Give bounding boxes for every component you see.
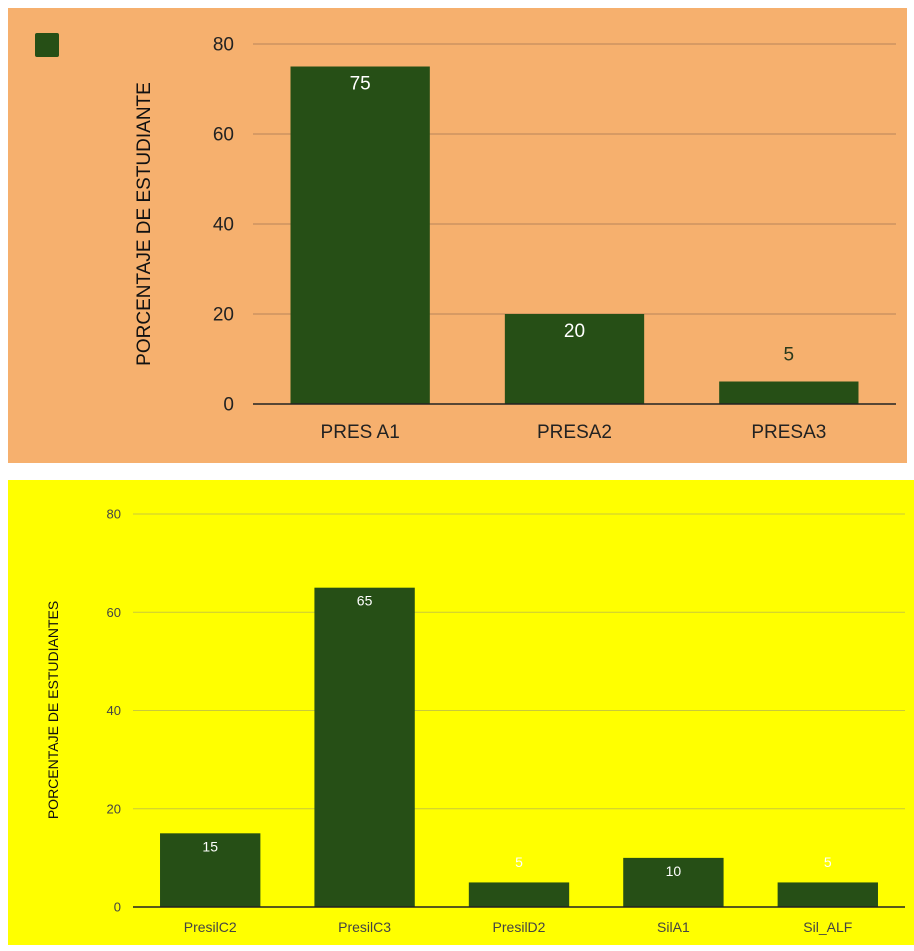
chart-1-svg: 0 20 40 60 80 75 PRES A1 20 PRESA2 5 PRESA3 PORCENT… [8, 8, 907, 463]
x-tick-label: PRESA3 [751, 422, 826, 443]
y-tick-label: 80 [107, 507, 121, 522]
x-tick-label: Sil_ALF [803, 919, 852, 935]
x-tick-label: PRES A1 [321, 422, 400, 443]
x-tick-label: SilA1 [657, 919, 690, 935]
bar [504, 314, 645, 404]
y-tick-label: 40 [213, 215, 234, 236]
data-label: 15 [202, 838, 218, 854]
data-label: 10 [666, 863, 682, 879]
bar [160, 833, 261, 907]
y-axis-title: PORCENTAJE DE ESTUDIANTES [45, 601, 61, 819]
data-label: 5 [824, 854, 832, 870]
bar [468, 882, 570, 907]
data-label: 75 [350, 74, 371, 95]
bar [777, 882, 878, 907]
data-label: 5 [784, 345, 795, 366]
data-label: 20 [564, 321, 585, 342]
chart-2-svg: 0 20 40 60 80 15 PresilC2 65 PresilC3 5 PresilD2 10… [8, 480, 914, 945]
y-tick-label: 40 [107, 703, 121, 718]
y-axis-title: PORCENTAJE DE ESTUDIANTE [134, 82, 155, 366]
x-tick-label: PresilC2 [184, 919, 237, 935]
y-tick-label: 20 [107, 801, 121, 816]
y-tick-label: 0 [114, 900, 121, 915]
y-tick-label: 0 [223, 395, 234, 416]
y-tick-label: 80 [213, 35, 234, 56]
chart-2: 0 20 40 60 80 15 PresilC2 65 PresilC3 5 PresilD2 10… [8, 480, 914, 945]
x-tick-label: PresilC3 [338, 919, 391, 935]
x-tick-label: PresilD2 [493, 919, 546, 935]
y-tick-label: 60 [213, 125, 234, 146]
bar [314, 587, 415, 907]
y-tick-label: 20 [213, 305, 234, 326]
chart-1: 0 20 40 60 80 75 PRES A1 20 PRESA2 5 PRESA3 PORCENT… [8, 8, 907, 463]
chart-background [8, 480, 914, 945]
bar [290, 66, 430, 404]
x-tick-label: PRESA2 [537, 422, 612, 443]
y-tick-label: 60 [107, 605, 121, 620]
bar [623, 857, 724, 907]
legend-swatch [35, 33, 59, 57]
bar [719, 381, 859, 404]
data-label: 65 [357, 593, 373, 609]
data-label: 5 [515, 854, 523, 870]
